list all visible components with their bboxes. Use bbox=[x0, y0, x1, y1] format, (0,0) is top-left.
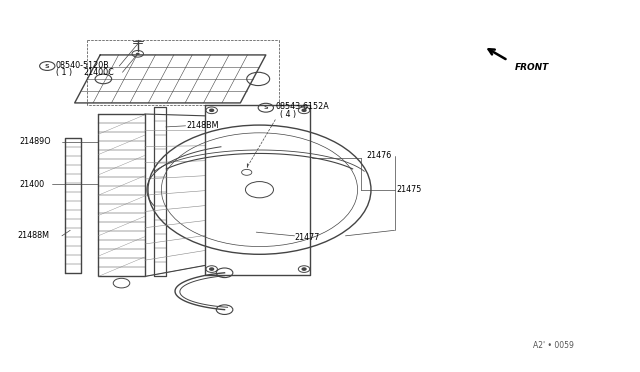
Text: 21488M: 21488M bbox=[17, 231, 49, 240]
Text: 21400C: 21400C bbox=[83, 68, 114, 77]
Text: 21400: 21400 bbox=[19, 180, 44, 189]
Text: A2' • 0059: A2' • 0059 bbox=[534, 341, 574, 350]
Text: ( 4 ): ( 4 ) bbox=[280, 109, 296, 119]
Text: 21477: 21477 bbox=[294, 233, 320, 242]
Text: 08543-6152A: 08543-6152A bbox=[275, 103, 329, 112]
Circle shape bbox=[136, 53, 140, 55]
Text: S: S bbox=[45, 64, 49, 68]
Text: S: S bbox=[264, 105, 268, 110]
Text: FRONT: FRONT bbox=[515, 63, 548, 72]
Text: 21489O: 21489O bbox=[19, 137, 51, 146]
Circle shape bbox=[302, 109, 306, 112]
Circle shape bbox=[210, 109, 214, 112]
Text: 21475: 21475 bbox=[396, 185, 422, 194]
Text: 08540-5120B: 08540-5120B bbox=[56, 61, 109, 70]
Text: 2148BM: 2148BM bbox=[186, 121, 219, 129]
Text: 21476: 21476 bbox=[366, 151, 391, 160]
Circle shape bbox=[302, 268, 306, 270]
Text: ( 1 ): ( 1 ) bbox=[56, 68, 72, 77]
Circle shape bbox=[210, 268, 214, 270]
